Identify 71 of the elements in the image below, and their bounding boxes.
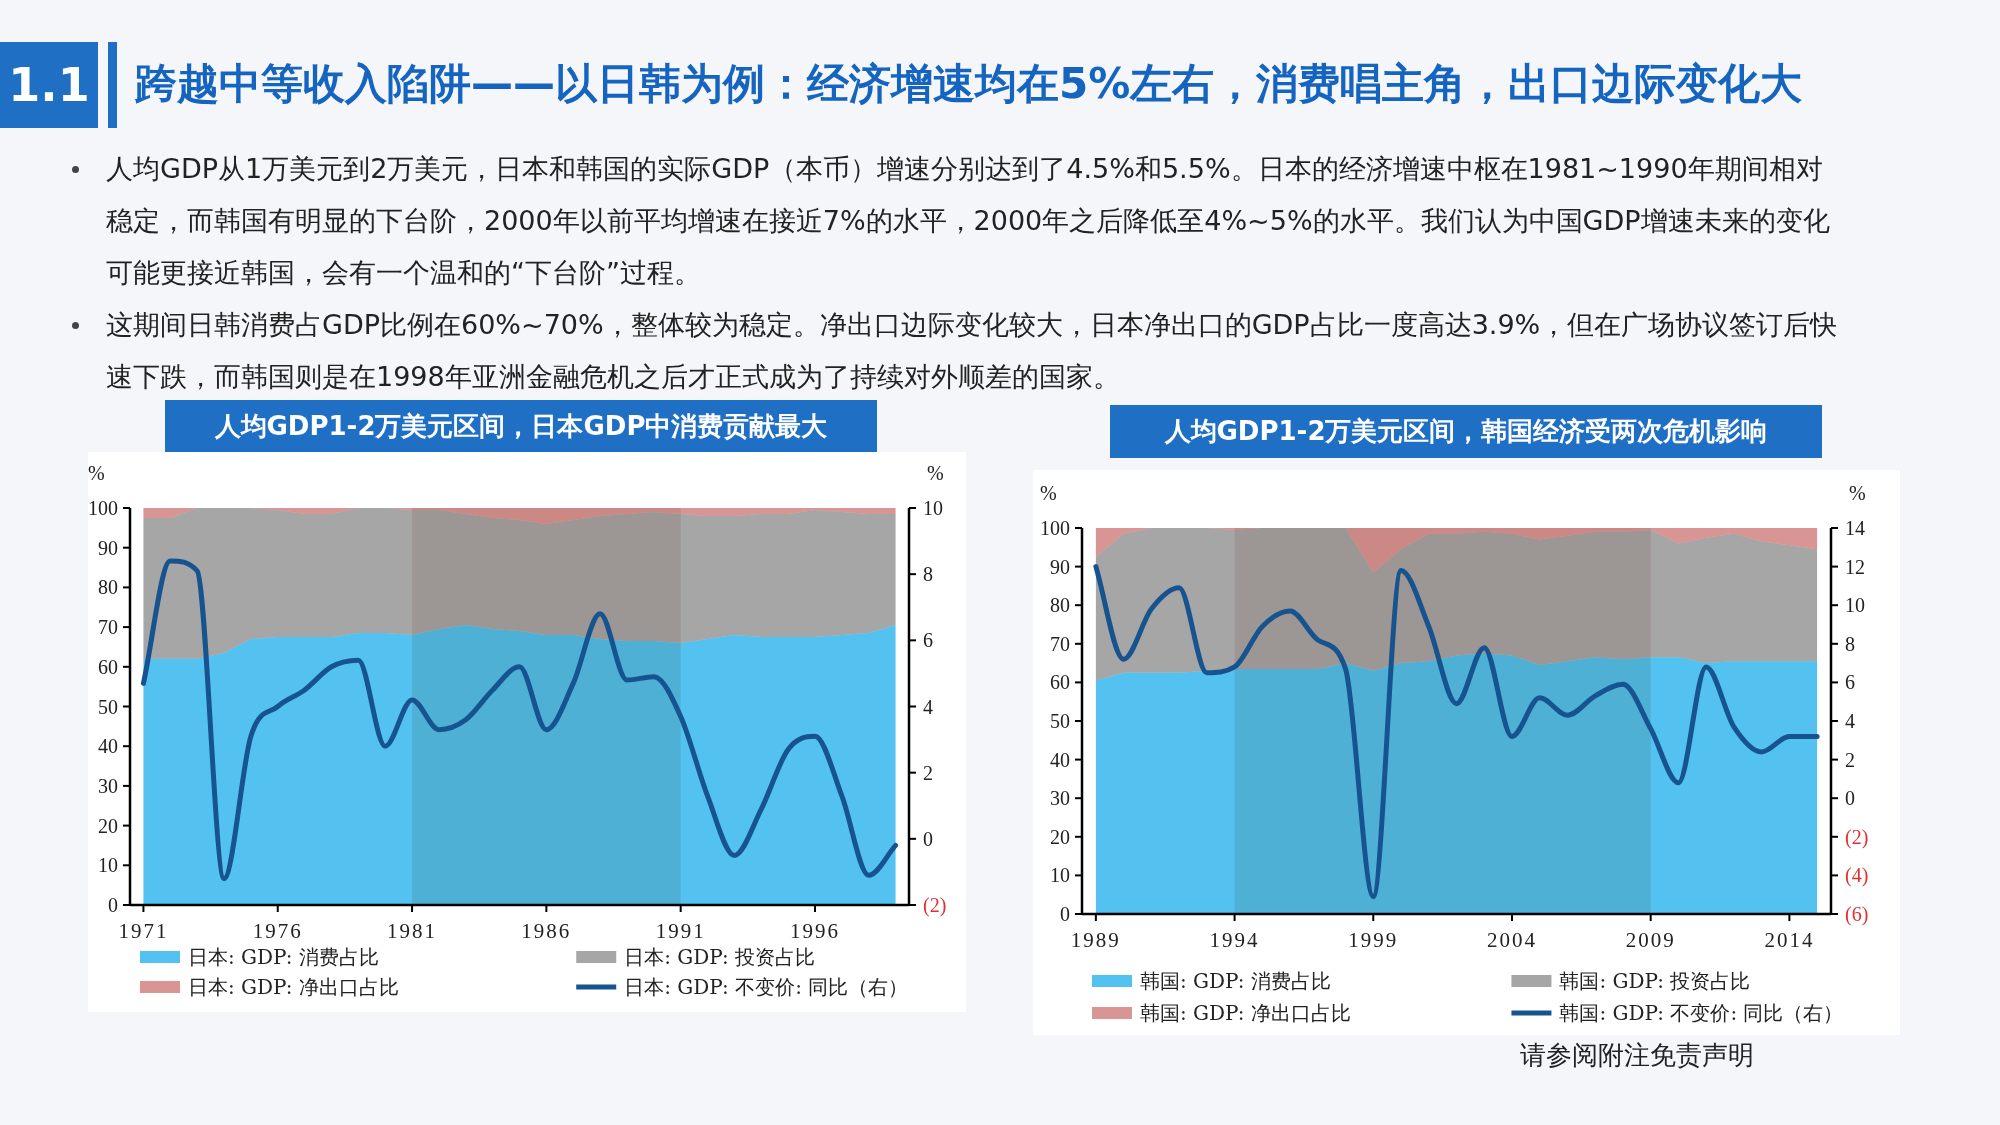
y-tick-label: 20 xyxy=(98,814,118,837)
y2-tick-label: 2 xyxy=(1845,748,1855,771)
y-tick-label: 30 xyxy=(1050,787,1070,810)
y-tick-label: 50 xyxy=(98,695,118,718)
x-tick-label: 1989 xyxy=(1070,928,1121,952)
y-tick-label: 60 xyxy=(98,655,118,678)
y2-tick-label: (2) xyxy=(923,894,947,917)
y2-tick-label: 10 xyxy=(923,497,943,519)
y-tick-label: 90 xyxy=(1050,555,1070,578)
y2-tick-label: (6) xyxy=(1845,903,1869,926)
x-tick-label: 1999 xyxy=(1348,928,1399,952)
y-tick-label: 80 xyxy=(1050,594,1070,617)
y2-tick-label: 14 xyxy=(1845,517,1865,539)
y2-tick-label: 0 xyxy=(1845,787,1855,810)
legend-label: 韩国: GDP: 净出口占比 xyxy=(1140,1001,1351,1025)
legend-label: 日本: GDP: 净出口占比 xyxy=(188,975,399,999)
y2-tick-label: (2) xyxy=(1845,825,1869,849)
y2-tick-label: 6 xyxy=(923,629,933,652)
legend-label: 日本: GDP: 不变价: 同比（右） xyxy=(624,975,909,999)
y2-tick-label: 12 xyxy=(1845,555,1865,578)
y-tick-label: 100 xyxy=(1040,517,1070,539)
y-tick-label: 40 xyxy=(98,735,118,758)
legend-label: 日本: GDP: 消费占比 xyxy=(188,945,379,969)
y2-tick-label: 6 xyxy=(1845,671,1855,694)
y-tick-label: 70 xyxy=(98,616,118,639)
x-tick-label: 1994 xyxy=(1209,928,1260,952)
y2-tick-label: 0 xyxy=(923,827,933,850)
y-tick-label: 60 xyxy=(1050,671,1070,694)
text: 这期间日韩消费占GDP比例在60%~70%，整体较为稳定。净出口边际变化较大，日本净出口的GDP占比一度高达3.9%，但在广场协议签订后快速下跌，而韩国则是在1998年亚洲金融危机之后才正式成为了持续对外顺差的国家。 xyxy=(106,308,1839,394)
x-tick-label: 2014 xyxy=(1764,928,1815,952)
y2-tick-label: 8 xyxy=(923,563,933,586)
x-tick-label: 2009 xyxy=(1625,928,1676,952)
y2-axis-title: % xyxy=(1849,482,1866,504)
y-tick-label: 10 xyxy=(1050,864,1070,887)
y-tick-label: 20 xyxy=(1050,825,1070,848)
y2-tick-label: 2 xyxy=(923,761,933,784)
x-tick-label: 1971 xyxy=(118,919,169,943)
y2-tick-label: 10 xyxy=(1845,594,1865,617)
x-tick-label: 1996 xyxy=(789,919,840,943)
y2-tick-label: (4) xyxy=(1845,864,1869,888)
x-tick-label: 1976 xyxy=(252,919,303,943)
x-tick-label: 1981 xyxy=(387,919,438,943)
x-tick-label: 1986 xyxy=(521,919,572,943)
y-tick-label: 0 xyxy=(108,894,118,916)
x-tick-label: 1991 xyxy=(655,919,706,943)
y2-tick-label: 8 xyxy=(1845,632,1855,655)
legend-label: 日本: GDP: 投资占比 xyxy=(624,945,816,969)
y2-tick-label: 4 xyxy=(1845,710,1855,732)
y-tick-label: 90 xyxy=(98,536,118,559)
y-tick-label: 10 xyxy=(98,854,118,877)
legend-label: 韩国: GDP: 消费占比 xyxy=(1140,969,1331,993)
legend-label: 韩国: GDP: 投资占比 xyxy=(1559,969,1751,993)
y2-axis-title: % xyxy=(927,462,944,484)
legend-label: 韩国: GDP: 不变价: 同比（右） xyxy=(1559,1001,1844,1025)
text: 请参阅附注免责声明 xyxy=(1520,1039,1754,1072)
y-tick-label: 40 xyxy=(1050,748,1070,771)
y-tick-label: 70 xyxy=(1050,632,1070,655)
y-tick-label: 100 xyxy=(88,497,118,519)
chart-title: 人均GDP1-2万美元区间，日本GDP中消费贡献最大 xyxy=(165,400,877,452)
y-axis-title: % xyxy=(88,462,105,484)
text: 跨越中等收入陷阱——以日韩为例：经济增速均在5%左右，消费唱主角，出口边际变化大 xyxy=(135,58,1804,110)
y-tick-label: 0 xyxy=(1060,903,1070,925)
text: 1.1 xyxy=(0,42,98,128)
x-tick-label: 2004 xyxy=(1486,928,1537,952)
y-tick-label: 80 xyxy=(98,576,118,599)
chart-title: 人均GDP1-2万美元区间，韩国经济受两次危机影响 xyxy=(1110,405,1822,458)
y2-tick-label: 4 xyxy=(923,695,933,718)
y-tick-label: 30 xyxy=(98,774,118,797)
y-axis-title: % xyxy=(1040,482,1057,504)
y-tick-label: 50 xyxy=(1050,710,1070,732)
text: 人均GDP从1万美元到2万美元，日本和韩国的实际GDP（本币）增速分别达到了4.5%和5.5%。日本的经济增速中枢在1981~1990年期间相对稳定，而韩国有明显的下台阶，2000年以前平均增速在接近7%的水平，2000年之后降低至4%~5%的水平。我们认为中国GDP增速未来的变化可能更接近韩国，会有一个温和的“下台阶”过程。 xyxy=(106,152,1831,290)
